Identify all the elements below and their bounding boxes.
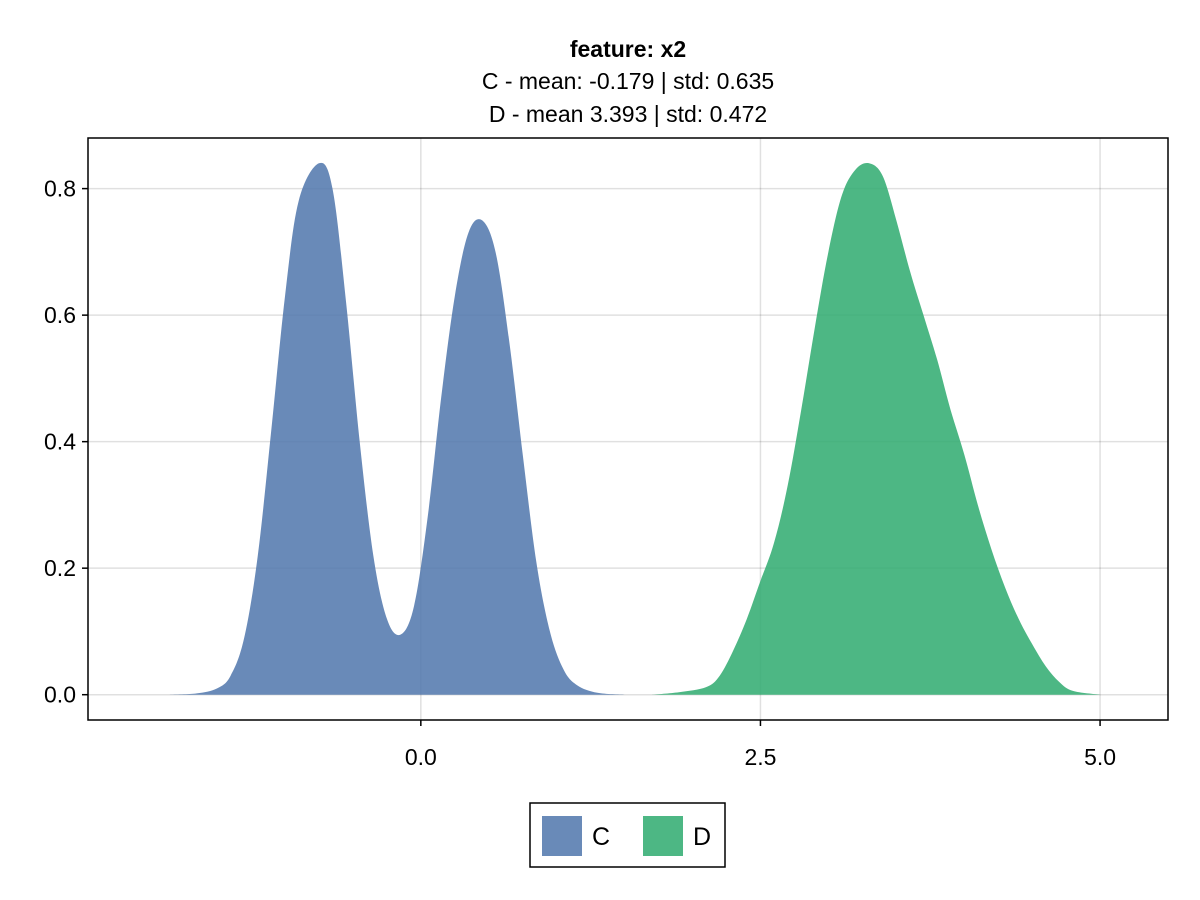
density-area-c [169,162,625,695]
x-tick-label-2: 5.0 [1084,744,1116,770]
legend-label-c: C [592,823,610,851]
y-tick-label-0: 0.0 [44,682,76,708]
density-areas [169,162,1101,695]
chart-title: feature: x2 [570,36,686,62]
y-tick-label-1: 0.2 [44,555,76,581]
y-tick-label-3: 0.6 [44,302,76,328]
legend-swatch-d [643,816,683,856]
legend: C D [529,802,726,868]
chart-subtitle-d: D - mean 3.393 | std: 0.472 [489,101,767,127]
legend-swatch-c [542,816,582,856]
legend-label-d: D [693,823,711,851]
y-tick-label-2: 0.4 [44,429,76,455]
chart-subtitle-c: C - mean: -0.179 | std: 0.635 [482,68,774,94]
axis-ticks: 0.0 2.5 5.0 0.0 0.2 0.4 0.6 0.8 [44,176,1116,770]
x-tick-label-1: 2.5 [744,744,776,770]
x-tick-label-0: 0.0 [405,744,437,770]
density-area-d [651,163,1101,695]
plot-frame [87,137,1169,721]
y-tick-label-4: 0.8 [44,176,76,202]
